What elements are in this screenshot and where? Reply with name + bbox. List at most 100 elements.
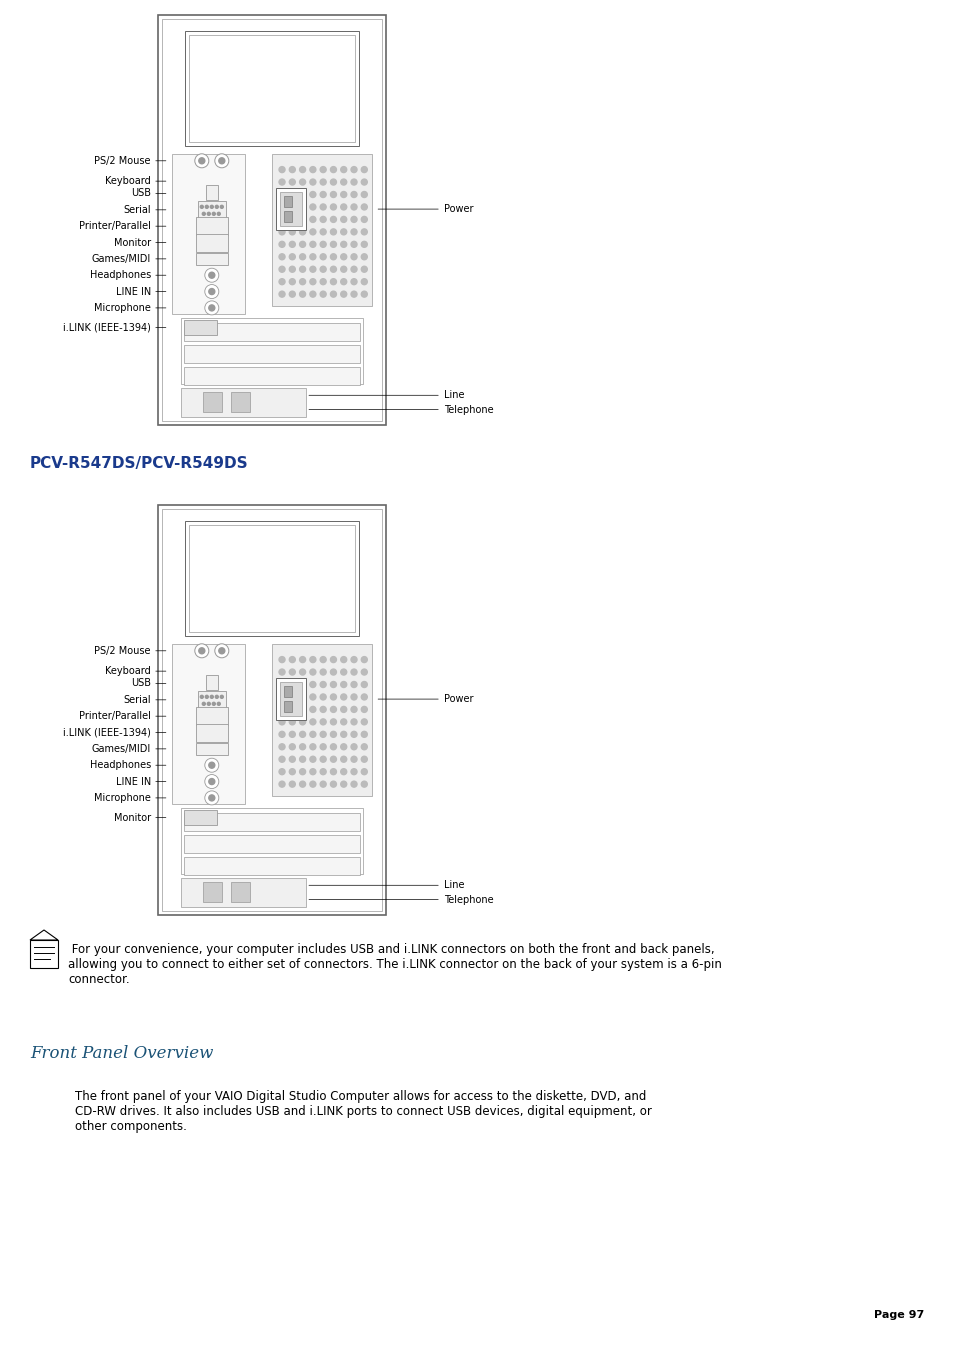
Circle shape xyxy=(299,242,305,247)
Circle shape xyxy=(214,154,229,168)
Circle shape xyxy=(351,781,356,788)
Text: Keyboard: Keyboard xyxy=(105,666,151,676)
Circle shape xyxy=(361,254,367,259)
Text: PS/2 Mouse: PS/2 Mouse xyxy=(94,155,151,166)
Circle shape xyxy=(351,216,356,223)
Circle shape xyxy=(310,292,315,297)
Circle shape xyxy=(330,278,336,285)
Circle shape xyxy=(330,657,336,662)
Circle shape xyxy=(289,292,295,297)
Circle shape xyxy=(351,694,356,700)
Circle shape xyxy=(340,254,346,259)
Circle shape xyxy=(299,166,305,173)
Circle shape xyxy=(340,694,346,700)
Circle shape xyxy=(310,278,315,285)
Circle shape xyxy=(351,278,356,285)
Bar xyxy=(184,857,359,875)
Circle shape xyxy=(205,285,218,299)
Circle shape xyxy=(320,707,326,712)
Circle shape xyxy=(200,205,203,208)
Circle shape xyxy=(310,757,315,762)
Circle shape xyxy=(361,719,367,725)
Circle shape xyxy=(198,158,205,163)
Circle shape xyxy=(340,166,346,173)
Circle shape xyxy=(278,278,285,285)
Text: PS/2 Mouse: PS/2 Mouse xyxy=(94,646,151,655)
Text: Power: Power xyxy=(443,694,473,704)
Circle shape xyxy=(278,216,285,223)
Circle shape xyxy=(198,647,205,654)
Circle shape xyxy=(299,744,305,750)
Text: Games/MIDI: Games/MIDI xyxy=(91,254,151,263)
Circle shape xyxy=(289,242,295,247)
Circle shape xyxy=(351,192,356,197)
Text: PCV-R547DS/PCV-R549DS: PCV-R547DS/PCV-R549DS xyxy=(30,457,249,471)
Circle shape xyxy=(299,204,305,209)
Circle shape xyxy=(278,292,285,297)
Circle shape xyxy=(220,205,223,208)
Bar xyxy=(280,682,302,716)
Circle shape xyxy=(289,669,295,676)
Circle shape xyxy=(299,180,305,185)
Bar xyxy=(284,701,292,712)
Circle shape xyxy=(351,266,356,273)
Circle shape xyxy=(340,707,346,712)
Circle shape xyxy=(299,719,305,725)
Bar xyxy=(185,521,358,636)
Circle shape xyxy=(340,757,346,762)
Circle shape xyxy=(361,278,367,285)
Bar xyxy=(280,192,302,227)
Text: Line: Line xyxy=(443,390,464,400)
Circle shape xyxy=(340,731,346,738)
Circle shape xyxy=(278,242,285,247)
Circle shape xyxy=(361,681,367,688)
Circle shape xyxy=(205,205,208,208)
Circle shape xyxy=(320,266,326,273)
Text: Printer/Parallel: Printer/Parallel xyxy=(79,222,151,231)
Circle shape xyxy=(330,694,336,700)
Bar xyxy=(195,234,228,251)
Circle shape xyxy=(361,657,367,662)
Circle shape xyxy=(340,657,346,662)
Text: USB: USB xyxy=(131,189,151,199)
Circle shape xyxy=(278,228,285,235)
Circle shape xyxy=(278,657,285,662)
Circle shape xyxy=(361,757,367,762)
Circle shape xyxy=(320,228,326,235)
Circle shape xyxy=(278,757,285,762)
Polygon shape xyxy=(30,929,58,940)
Circle shape xyxy=(361,694,367,700)
Circle shape xyxy=(340,669,346,676)
Circle shape xyxy=(340,204,346,209)
Circle shape xyxy=(310,707,315,712)
Circle shape xyxy=(205,758,218,773)
Text: Microphone: Microphone xyxy=(94,303,151,313)
Circle shape xyxy=(289,266,295,273)
Bar xyxy=(189,35,355,142)
Bar xyxy=(284,211,292,222)
Bar xyxy=(184,811,217,825)
Circle shape xyxy=(340,719,346,725)
Circle shape xyxy=(299,731,305,738)
Circle shape xyxy=(299,657,305,662)
Circle shape xyxy=(310,781,315,788)
Circle shape xyxy=(351,769,356,774)
Circle shape xyxy=(299,681,305,688)
Circle shape xyxy=(330,228,336,235)
Circle shape xyxy=(289,228,295,235)
Bar xyxy=(272,154,372,307)
Circle shape xyxy=(320,192,326,197)
Circle shape xyxy=(289,657,295,662)
Circle shape xyxy=(205,301,218,315)
Circle shape xyxy=(351,242,356,247)
Circle shape xyxy=(330,669,336,676)
Circle shape xyxy=(351,180,356,185)
Circle shape xyxy=(207,703,210,705)
Text: Monitor: Monitor xyxy=(113,812,151,823)
Bar xyxy=(197,690,226,708)
Circle shape xyxy=(340,228,346,235)
Circle shape xyxy=(278,707,285,712)
Bar xyxy=(203,392,222,412)
Circle shape xyxy=(320,216,326,223)
Circle shape xyxy=(310,669,315,676)
